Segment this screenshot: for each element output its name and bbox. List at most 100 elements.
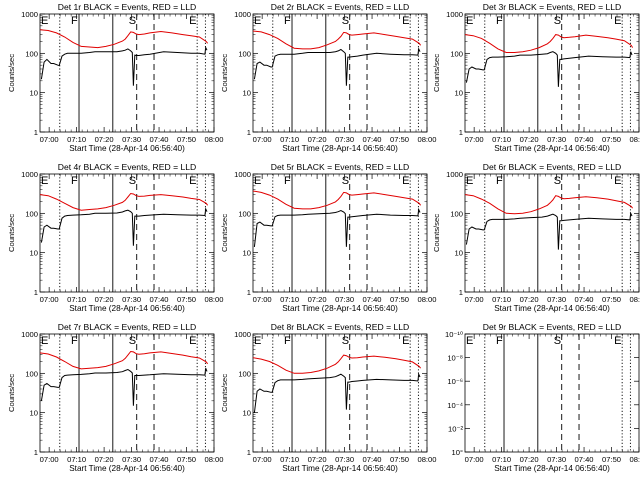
x-tick-label: 07:10 (67, 295, 86, 304)
x-tick-label: 07:20 (520, 135, 539, 144)
x-tick-label: 08:00 (417, 135, 436, 144)
x-tick-label: 07:30 (335, 455, 354, 464)
y-tick-label: 10 (30, 89, 38, 98)
lld-series-line (39, 350, 209, 370)
x-axis-label: Start Time (28-Apr-14 06:56:40) (282, 464, 398, 473)
x-tick-label: 07:40 (150, 135, 169, 144)
marker-label: E (402, 335, 409, 347)
events-series-line (253, 372, 421, 413)
marker-label: E (614, 15, 621, 27)
marker-label: F (71, 15, 78, 27)
x-tick-label: 08:00 (204, 295, 223, 304)
panel-det-6r: Det 6r BLACK = Events, RED = LLD 1 10 100 10… (432, 162, 640, 313)
y-tick-label: 100 (450, 209, 463, 218)
y-tick-label: 100 (25, 49, 38, 58)
plot-frame (252, 333, 428, 453)
y-axis-label: Counts/sec (220, 214, 229, 252)
x-tick-label: 07:00 (253, 455, 272, 464)
y-tick-label: 1000 (446, 170, 463, 179)
lld-series-line (252, 190, 422, 210)
y-tick-label: 10⁻⁶ (447, 377, 463, 386)
y-tick-label: 100 (238, 209, 251, 218)
y-tick-label: 1000 (21, 10, 38, 19)
panel-title: Det 7r BLACK = Events, RED = LLD (58, 322, 197, 332)
x-tick-label: 07:30 (547, 135, 566, 144)
marker-label: F (496, 335, 503, 347)
marker-label: E (402, 15, 409, 27)
x-tick-label: 07:40 (363, 455, 382, 464)
panel-title: Det 1r BLACK = Events, RED = LLD (58, 2, 197, 12)
panel-title: Det 8r BLACK = Events, RED = LLD (271, 322, 410, 332)
marker-label: F (496, 175, 503, 187)
panel-title: Det 4r BLACK = Events, RED = LLD (58, 162, 197, 172)
panel-det-8r: Det 8r BLACK = Events, RED = LLD 1 10 100 10… (220, 322, 437, 473)
x-tick-label: 07:10 (492, 455, 511, 464)
y-axis-label: Counts/sec (7, 214, 16, 252)
marker-label: E (254, 175, 261, 187)
marker-label: S (342, 175, 349, 187)
events-series-line (40, 207, 208, 246)
plot-frame (39, 333, 215, 453)
x-tick-label: 07:40 (575, 455, 594, 464)
marker-label: E (41, 15, 48, 27)
marker-label: E (189, 15, 196, 27)
x-tick-label: 07:50 (177, 295, 196, 304)
y-tick-label: 100 (238, 369, 251, 378)
x-tick-label: 08:00 (417, 455, 436, 464)
x-axis-label: Start Time (28-Apr-14 06:56:40) (282, 144, 398, 153)
plot-frame (464, 333, 640, 453)
y-tick-label: 10 (243, 89, 251, 98)
x-axis-label: Start Time (28-Apr-14 06:56:40) (494, 464, 610, 473)
lld-series-line (464, 34, 634, 53)
x-tick-label: 07:50 (602, 295, 621, 304)
y-axis-label: Counts/sec (7, 54, 16, 92)
y-axis-label: Counts/sec (7, 374, 16, 412)
x-tick-label: 07:40 (575, 135, 594, 144)
x-tick-label: 07:30 (122, 135, 141, 144)
x-tick-label: 07:20 (520, 455, 539, 464)
x-tick-label: 07:20 (308, 135, 327, 144)
marker-label: F (284, 15, 291, 27)
x-tick-label: 08:00 (204, 455, 223, 464)
x-tick-label: 08:00 (629, 455, 640, 464)
y-axis-label: Counts/sec (220, 54, 229, 92)
y-tick-label: 100 (25, 209, 38, 218)
x-tick-label: 08:00 (629, 295, 640, 304)
plot-frame (39, 173, 215, 293)
panel-title: Det 6r BLACK = Events, RED = LLD (483, 162, 622, 172)
events-series-line (40, 368, 208, 406)
y-tick-label: 1000 (234, 330, 251, 339)
marker-label: S (129, 175, 136, 187)
x-tick-label: 07:10 (280, 295, 299, 304)
plot-frame (252, 173, 428, 293)
x-tick-label: 07:40 (150, 455, 169, 464)
panel-det-9r: Det 9r BLACK = Events, RED = LLD 10° 10⁻² 1… (445, 322, 640, 473)
y-tick-label: 100 (238, 49, 251, 58)
marker-label: E (614, 175, 621, 187)
x-tick-label: 07:50 (177, 455, 196, 464)
x-tick-label: 07:20 (308, 295, 327, 304)
x-axis-label: Start Time (28-Apr-14 06:56:40) (69, 144, 185, 153)
x-tick-label: 07:10 (67, 135, 86, 144)
panel-det-4r: Det 4r BLACK = Events, RED = LLD 1 10 100 10… (7, 162, 224, 313)
y-tick-label: 1000 (446, 10, 463, 19)
y-tick-label: 10⁻¹⁰ (445, 330, 463, 339)
x-tick-label: 08:00 (417, 295, 436, 304)
y-axis-label: Counts/sec (432, 54, 441, 92)
x-tick-label: 08:00 (629, 135, 640, 144)
x-tick-label: 07:30 (335, 295, 354, 304)
y-tick-label: 10⁻² (448, 424, 463, 433)
x-axis-label: Start Time (28-Apr-14 06:56:40) (69, 464, 185, 473)
x-tick-label: 07:10 (280, 135, 299, 144)
marker-label: F (284, 175, 291, 187)
marker-label: E (466, 335, 473, 347)
x-tick-label: 07:00 (253, 295, 272, 304)
x-tick-label: 07:00 (40, 295, 59, 304)
marker-label: F (496, 15, 503, 27)
marker-label: E (189, 175, 196, 187)
marker-label: E (254, 335, 261, 347)
lld-series-line (464, 194, 633, 215)
x-tick-label: 07:10 (492, 295, 511, 304)
x-axis-label: Start Time (28-Apr-14 06:56:40) (282, 304, 398, 313)
